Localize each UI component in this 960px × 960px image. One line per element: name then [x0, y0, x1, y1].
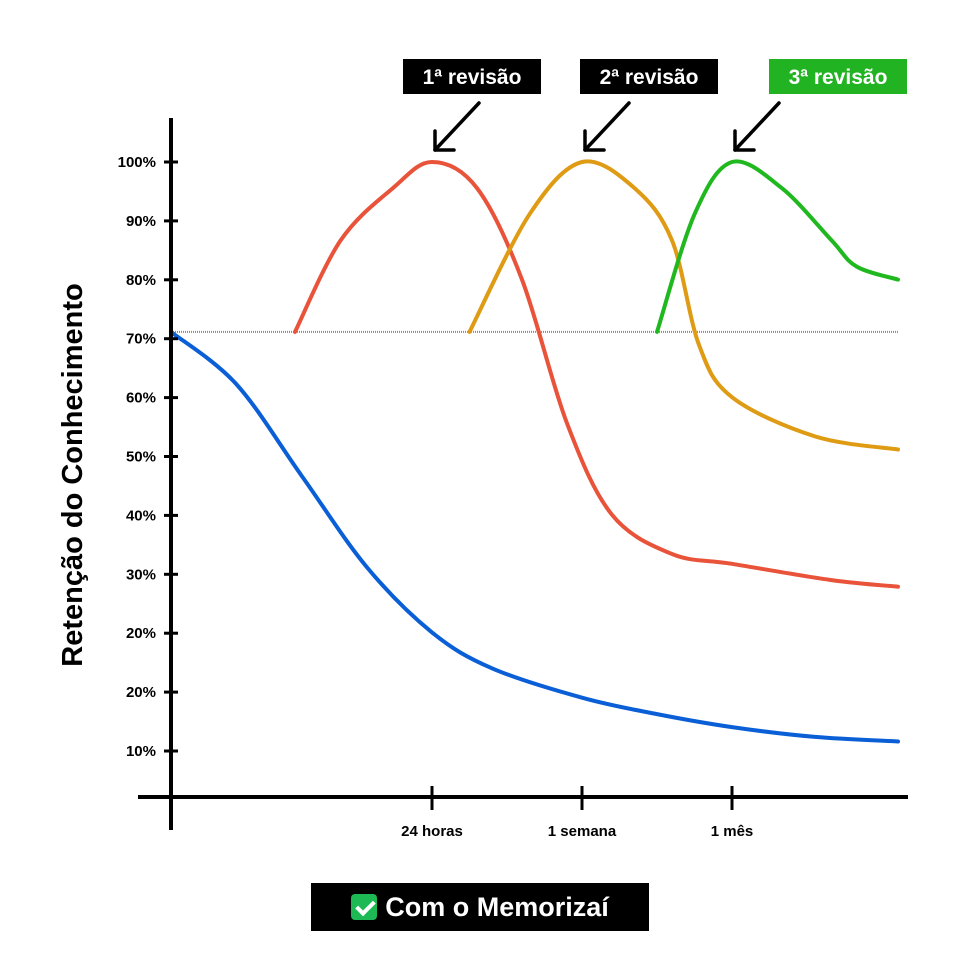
check-icon [351, 894, 378, 920]
footer-badge: Com o Memorizaí [311, 883, 649, 931]
arrow-shaft [733, 101, 781, 152]
y-tick-label: 20% [126, 625, 156, 642]
annotations-layer: 1ª revisão 2ª revisão 3ª revisão [403, 59, 907, 152]
x-ticks-layer: 24 horas 1 semana 1 mês [401, 786, 753, 840]
x-tick-label: 1 mês [711, 823, 754, 840]
arrow-head [583, 129, 606, 152]
y-tick-label: 100% [118, 154, 156, 171]
series-line-sem-revisao [169, 329, 900, 744]
y-tick-label: 10% [126, 743, 156, 760]
arrow-shaft [583, 101, 631, 152]
y-tick-label: 60% [126, 390, 156, 407]
arrow-head [733, 129, 756, 152]
x-tick-label: 1 semana [548, 823, 617, 840]
y-tick-label: 20% [126, 684, 156, 701]
arrow-head [433, 129, 456, 152]
series-layer [169, 159, 900, 744]
y-tick-label: 30% [126, 566, 156, 583]
y-axis-label: Retenção do Conhecimento [57, 283, 89, 667]
x-tick-label: 24 horas [401, 823, 463, 840]
annotation-label: 2ª revisão [600, 66, 699, 89]
y-tick-label: 40% [126, 507, 156, 524]
footer-label: Com o Memorizaí [385, 891, 609, 922]
y-tick-label: 80% [126, 272, 156, 289]
annotation-label: 3ª revisão [789, 66, 888, 89]
arrow-shaft [433, 101, 481, 152]
annotation-box [580, 59, 718, 94]
axes-layer [138, 118, 908, 830]
annotation-label: 1ª revisão [423, 66, 522, 89]
series-line-revisao-3 [655, 159, 900, 334]
y-ticks-layer: 100% 90% 80% 70% 60% 50% 40% 30% 20% 20% 10% [118, 154, 178, 760]
annotation-box [769, 59, 907, 94]
y-tick-label: 50% [126, 449, 156, 466]
y-tick-label: 70% [126, 331, 156, 348]
series-line-revisao-2 [467, 159, 900, 452]
y-tick-label: 90% [126, 213, 156, 230]
series-line-revisao-1 [293, 160, 900, 589]
annotation-box [403, 59, 541, 94]
